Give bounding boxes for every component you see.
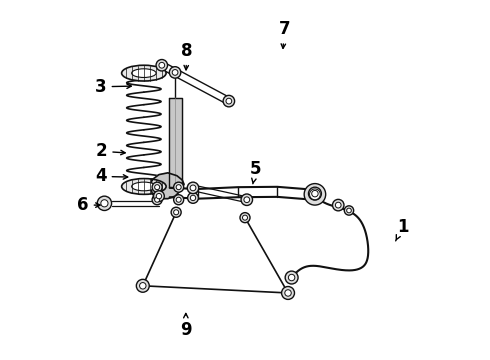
Circle shape xyxy=(344,206,354,215)
Circle shape xyxy=(159,62,165,68)
Circle shape xyxy=(190,185,196,191)
Circle shape xyxy=(188,193,198,203)
Circle shape xyxy=(156,59,168,71)
Circle shape xyxy=(243,215,247,220)
Circle shape xyxy=(171,207,181,217)
Text: 8: 8 xyxy=(181,42,193,70)
Circle shape xyxy=(190,195,196,201)
Circle shape xyxy=(187,182,199,194)
Ellipse shape xyxy=(132,69,156,77)
Text: 5: 5 xyxy=(250,160,262,184)
Circle shape xyxy=(289,274,295,281)
Circle shape xyxy=(282,287,294,300)
Circle shape xyxy=(155,185,160,190)
Polygon shape xyxy=(169,98,181,187)
Ellipse shape xyxy=(122,179,166,194)
Ellipse shape xyxy=(122,65,166,81)
Circle shape xyxy=(285,271,298,284)
Text: 4: 4 xyxy=(95,167,128,185)
Circle shape xyxy=(173,195,184,205)
Circle shape xyxy=(176,197,181,202)
Circle shape xyxy=(304,184,326,205)
Circle shape xyxy=(172,69,178,75)
Circle shape xyxy=(170,67,181,78)
Circle shape xyxy=(140,283,146,289)
Polygon shape xyxy=(151,173,184,199)
Circle shape xyxy=(285,290,291,296)
Circle shape xyxy=(309,187,321,200)
Circle shape xyxy=(244,197,250,203)
Circle shape xyxy=(335,202,341,208)
Circle shape xyxy=(240,213,250,223)
Circle shape xyxy=(101,200,108,207)
Text: 6: 6 xyxy=(77,196,100,214)
Circle shape xyxy=(155,197,160,202)
Circle shape xyxy=(152,195,162,205)
Circle shape xyxy=(156,193,162,199)
Text: 3: 3 xyxy=(95,78,131,96)
Text: 7: 7 xyxy=(279,21,290,48)
Circle shape xyxy=(310,189,320,200)
Circle shape xyxy=(173,210,179,215)
Text: 2: 2 xyxy=(96,142,125,160)
Circle shape xyxy=(97,196,112,211)
Circle shape xyxy=(152,182,162,192)
Circle shape xyxy=(346,208,351,213)
Text: 9: 9 xyxy=(180,314,192,339)
Circle shape xyxy=(241,194,252,206)
Circle shape xyxy=(136,279,149,292)
Circle shape xyxy=(312,190,318,197)
Text: 1: 1 xyxy=(395,217,409,241)
Circle shape xyxy=(176,185,181,190)
Ellipse shape xyxy=(132,182,156,191)
Circle shape xyxy=(333,199,344,211)
Circle shape xyxy=(173,182,184,192)
Circle shape xyxy=(153,191,164,202)
Circle shape xyxy=(223,95,235,107)
Circle shape xyxy=(226,98,232,104)
